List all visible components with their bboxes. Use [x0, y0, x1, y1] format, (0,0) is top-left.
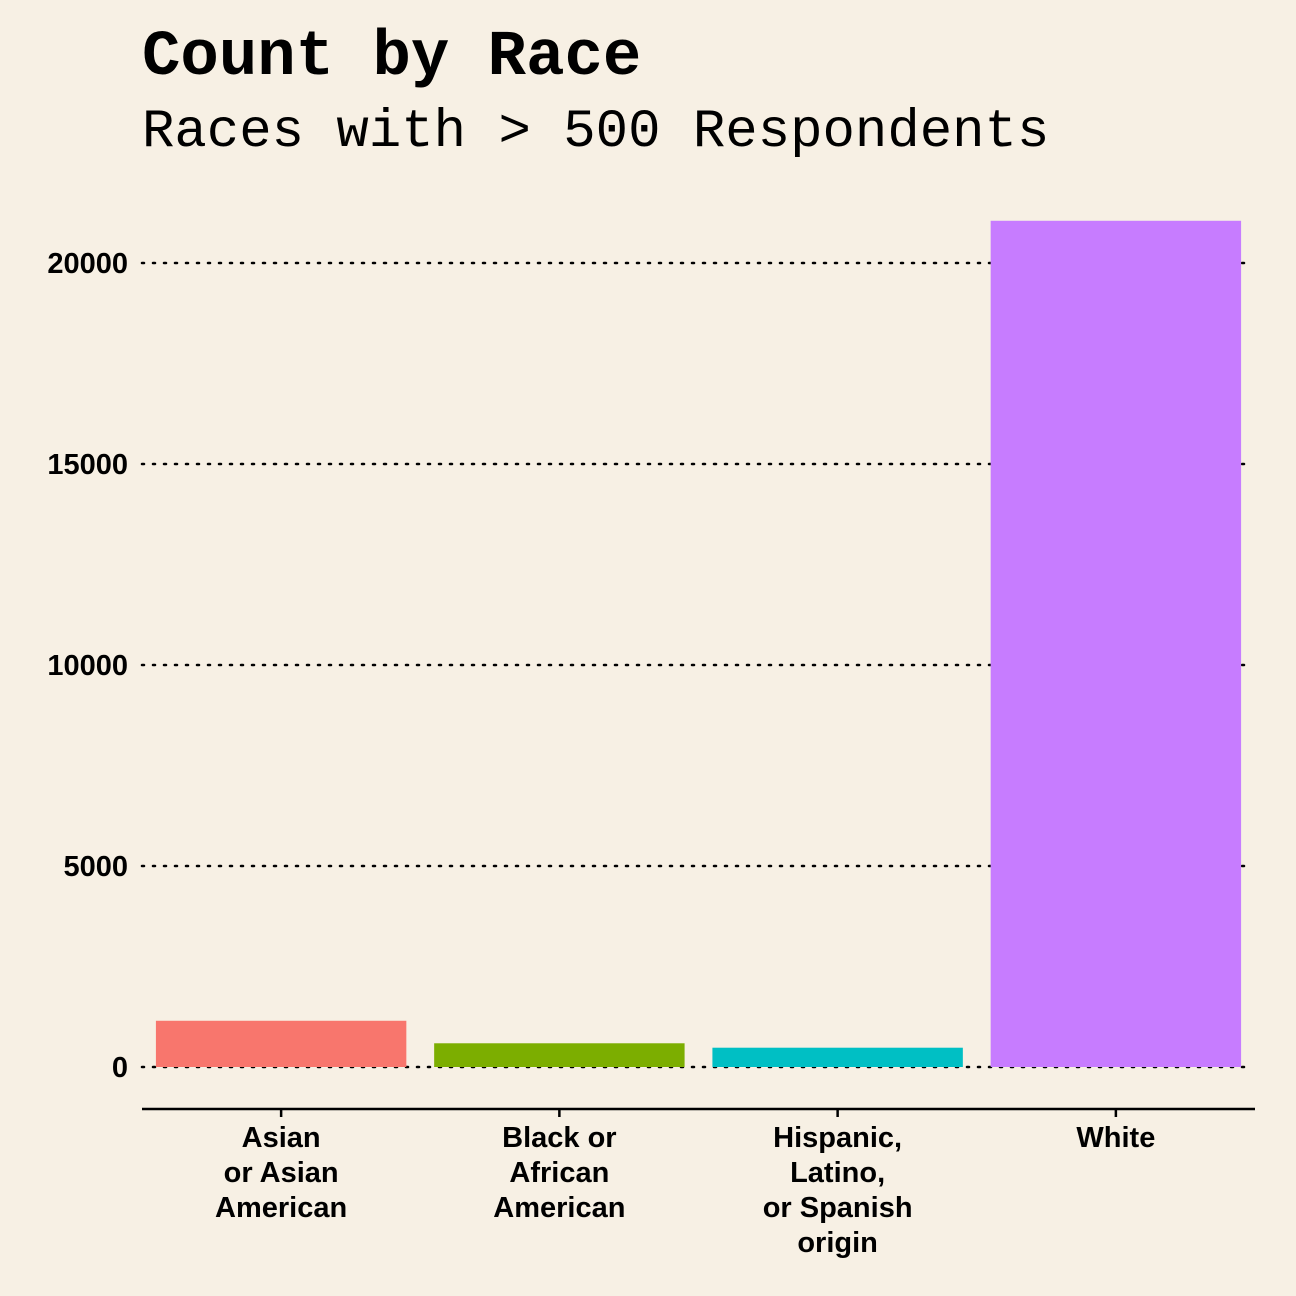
x-category-label-line: or Asian — [224, 1157, 339, 1189]
chart-subtitle: Races with > 500 Respondents — [142, 102, 1050, 163]
y-tick-label: 15000 — [47, 449, 128, 481]
y-tick-label: 0 — [112, 1052, 128, 1084]
x-category-label-line: origin — [797, 1227, 878, 1259]
bar — [155, 1020, 407, 1067]
x-category-label: Asian or Asian American — [215, 1122, 347, 1224]
x-category-label: Black or African American — [493, 1122, 625, 1224]
bars — [155, 220, 1242, 1068]
y-tick-label: 20000 — [47, 248, 128, 280]
x-category-label-line: Asian — [242, 1122, 321, 1154]
x-category-label: Hispanic, Latino, or Spanish origin — [763, 1122, 913, 1259]
x-category-label: White — [1076, 1122, 1155, 1154]
y-tick-label: 10000 — [47, 650, 128, 682]
x-category-label-line: White — [1076, 1122, 1155, 1154]
x-category-label-line: Black or — [502, 1122, 616, 1154]
bar — [712, 1047, 963, 1067]
y-tick-label: 5000 — [63, 851, 128, 883]
chart-title: Count by Race — [142, 22, 642, 94]
x-category-label-line: American — [493, 1192, 625, 1224]
bar — [990, 220, 1242, 1068]
x-category-label-line: Latino, — [790, 1157, 885, 1189]
x-category-label-line: or Spanish — [763, 1192, 913, 1224]
bar — [434, 1043, 685, 1067]
x-category-label-line: African — [509, 1157, 609, 1189]
x-category-label-line: Hispanic, — [773, 1122, 902, 1154]
x-category-label-line: American — [215, 1192, 347, 1224]
